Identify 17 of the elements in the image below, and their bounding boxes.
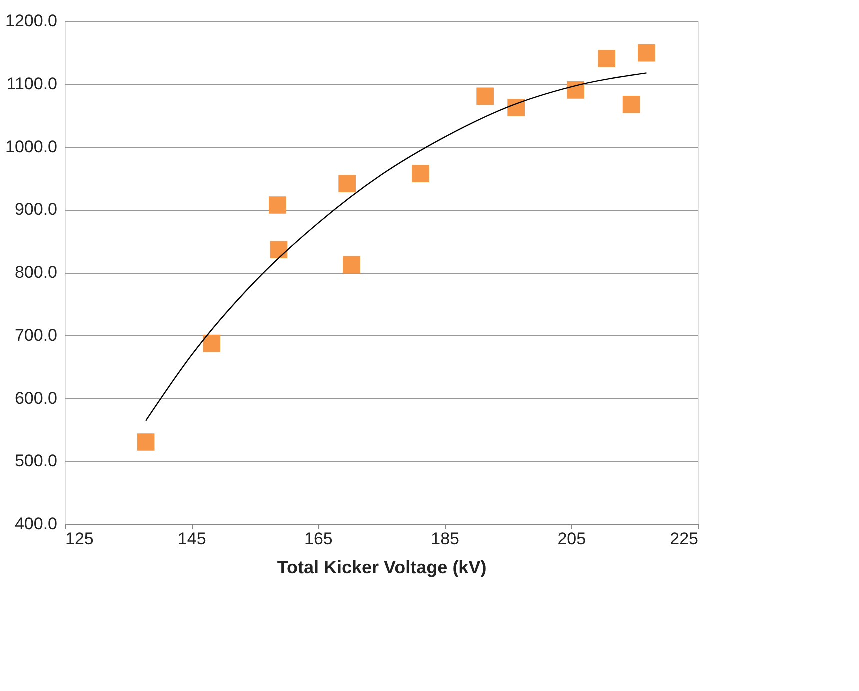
- x-tick-label: 185: [431, 530, 460, 548]
- y-tick-label: 700.0: [14, 326, 58, 345]
- y-tick-label: 400.0: [14, 514, 58, 534]
- y-tick-label: 1100.0: [6, 74, 58, 94]
- y-tick-label: 800.0: [14, 263, 58, 282]
- x-tick-label: 165: [304, 530, 333, 548]
- line-series: [145, 72, 648, 422]
- x-tick-label: 145: [178, 530, 206, 548]
- x-axis-title: Total Kicker Voltage (kV): [277, 558, 487, 578]
- y-tick-label: 600.0: [14, 388, 58, 408]
- x-tick-label: 205: [558, 530, 586, 548]
- y-tick-label: 900.0: [14, 200, 58, 220]
- y-tick-label: 500.0: [14, 452, 58, 471]
- y-tick-label: 1200.0: [6, 12, 58, 30]
- x-tick-label: 225: [670, 530, 698, 548]
- y-tick-label: 1000.0: [6, 137, 58, 156]
- x-tick-label: 125: [66, 530, 94, 548]
